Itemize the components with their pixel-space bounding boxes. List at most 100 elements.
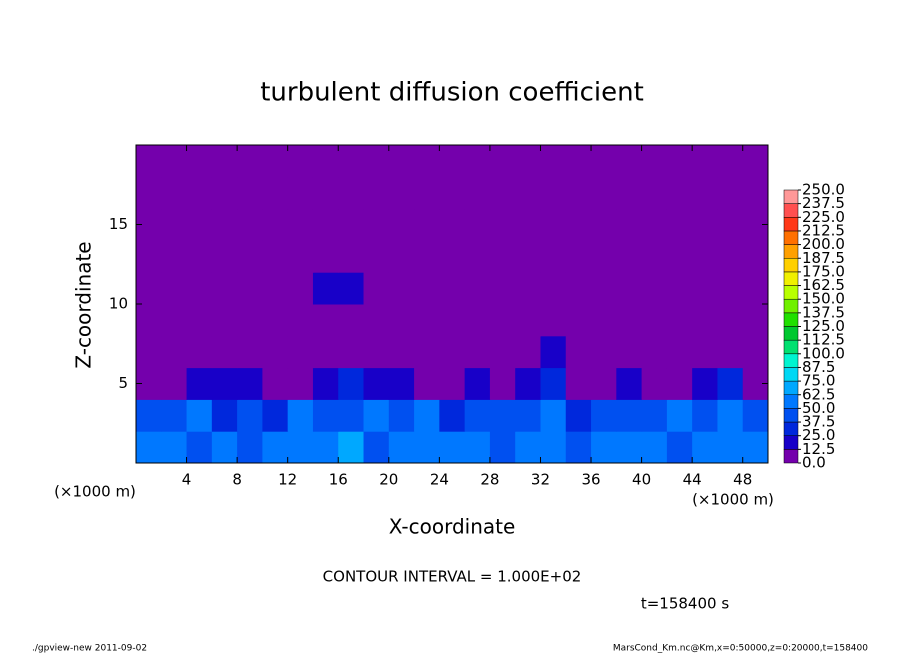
colorbar-label: 37.5 xyxy=(802,413,835,431)
cell xyxy=(616,367,643,400)
cell xyxy=(565,208,592,241)
colorbar-band xyxy=(783,230,799,245)
colorbar-label: 150.0 xyxy=(802,290,845,308)
cell xyxy=(186,304,213,337)
colorbar-band xyxy=(783,244,799,259)
cell xyxy=(616,399,643,432)
cell xyxy=(565,240,592,273)
x-axis-label: X-coordinate xyxy=(389,515,516,539)
colorbar-label: 25.0 xyxy=(802,426,835,444)
cell xyxy=(363,240,390,273)
cell xyxy=(439,399,466,432)
cell xyxy=(161,240,188,273)
cell xyxy=(237,367,263,400)
cell xyxy=(616,304,643,337)
cell xyxy=(186,240,213,273)
colorbar-label: 212.5 xyxy=(802,221,845,239)
colorbar-label: 137.5 xyxy=(802,303,845,321)
colorbar-label: 112.5 xyxy=(802,331,845,349)
cell xyxy=(489,367,516,400)
colorbar-label: 225.0 xyxy=(802,208,845,226)
colorbar-label: 125.0 xyxy=(802,317,845,335)
cell xyxy=(464,272,491,305)
cell xyxy=(489,335,516,369)
cell xyxy=(515,304,541,337)
x-tick-label: 8 xyxy=(232,471,242,489)
cell xyxy=(312,240,339,273)
cell xyxy=(136,240,162,273)
cell xyxy=(591,176,617,210)
cell xyxy=(717,431,744,464)
cell xyxy=(464,176,491,210)
cell xyxy=(489,431,516,464)
cell xyxy=(388,367,415,400)
cell xyxy=(237,240,263,273)
cell xyxy=(414,272,440,305)
cell xyxy=(565,431,592,464)
cell xyxy=(161,176,188,210)
colorbar-band xyxy=(783,449,799,464)
cell xyxy=(616,145,643,178)
x-tick-label: 36 xyxy=(581,471,600,489)
cell xyxy=(515,399,541,432)
cell xyxy=(237,176,263,210)
cell xyxy=(616,208,643,241)
cell xyxy=(237,399,263,432)
cell xyxy=(136,272,162,305)
cell xyxy=(591,367,617,400)
cell xyxy=(237,272,263,305)
cell xyxy=(692,431,718,464)
cell xyxy=(161,399,188,432)
cell xyxy=(540,431,567,464)
cell xyxy=(287,272,314,305)
chart-title: turbulent diffusion coefficient xyxy=(260,78,644,108)
cell xyxy=(717,145,744,178)
cell xyxy=(211,176,238,210)
cell xyxy=(287,208,314,241)
x-tick-label: 40 xyxy=(632,471,651,489)
cell xyxy=(211,304,238,337)
cell xyxy=(262,272,289,305)
cell xyxy=(692,272,718,305)
cell xyxy=(717,272,744,305)
cell xyxy=(540,399,567,432)
cell xyxy=(439,335,466,369)
cell xyxy=(439,304,466,337)
cell xyxy=(388,431,415,464)
cell xyxy=(666,272,693,305)
colorbar-band xyxy=(783,435,799,450)
cell xyxy=(641,208,668,241)
cell xyxy=(616,176,643,210)
cell xyxy=(439,240,466,273)
cell xyxy=(287,240,314,273)
cell xyxy=(186,367,213,400)
colorbar-band xyxy=(783,285,799,300)
contour-note: CONTOUR INTERVAL = 1.000E+02 xyxy=(323,568,582,586)
cell xyxy=(742,240,769,273)
colorbar-label: 87.5 xyxy=(802,358,835,376)
cell xyxy=(338,367,365,400)
cell xyxy=(464,145,491,178)
cell xyxy=(414,367,440,400)
cell xyxy=(161,367,188,400)
cell xyxy=(439,367,466,400)
cell xyxy=(338,145,365,178)
cell xyxy=(692,240,718,273)
cell xyxy=(616,240,643,273)
cell xyxy=(540,304,567,337)
cell xyxy=(591,272,617,305)
colorbar-band xyxy=(783,367,799,382)
cell xyxy=(161,431,188,464)
cell xyxy=(186,208,213,241)
cell xyxy=(388,240,415,273)
cell xyxy=(666,399,693,432)
cell xyxy=(591,335,617,369)
colorbar-label: 175.0 xyxy=(802,262,845,280)
cell xyxy=(388,304,415,337)
cell xyxy=(742,272,769,305)
cell xyxy=(591,399,617,432)
cell xyxy=(388,335,415,369)
cell xyxy=(262,399,289,432)
cell xyxy=(742,145,769,178)
cell xyxy=(338,399,365,432)
